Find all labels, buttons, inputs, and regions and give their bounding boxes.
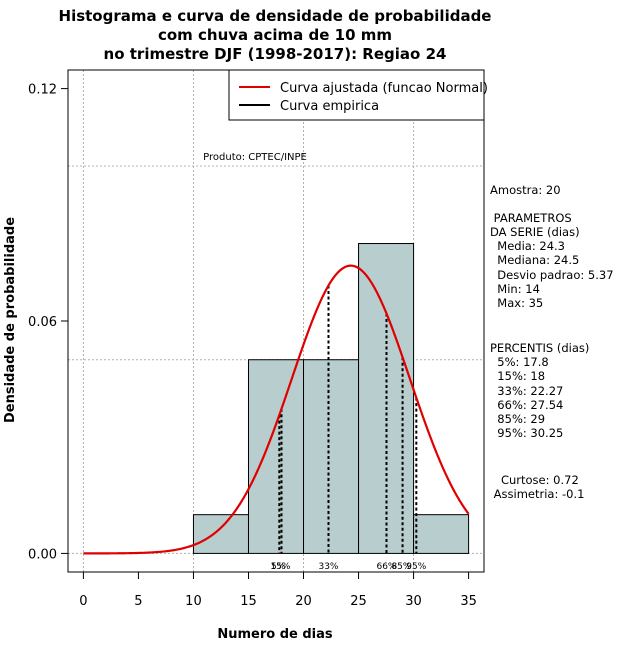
params-values: Media: 24.3 Mediana: 24.5 Desvio padrao:… <box>497 239 614 311</box>
title-line: Histograma e curva de densidade de proba… <box>59 7 492 25</box>
percentile-label: 85% <box>391 562 411 572</box>
axes: 0 5 10 15 20 25 30 35 0.00 0.06 0.12 <box>28 69 485 609</box>
x-tick-label: 20 <box>295 594 312 609</box>
percentile-label: 95% <box>406 562 426 572</box>
histogram-bars <box>192 243 470 554</box>
title-line: no trimestre DJF (1998-2017): Regiao 24 <box>104 45 447 63</box>
x-tick-label: 10 <box>185 594 202 609</box>
normal-curve <box>83 264 470 555</box>
y-axis-label: Densidade de probabilidade <box>3 217 18 423</box>
sample-size: Amostra: 20 <box>490 183 561 197</box>
x-tick-label: 30 <box>405 594 422 609</box>
product-annotation: Produto: CPTEC/INPE <box>203 152 307 163</box>
histogram-bar <box>303 359 360 554</box>
normal-curve-line <box>83 264 470 555</box>
x-tick-label: 0 <box>79 594 87 609</box>
y-tick-label: 0.06 <box>28 315 57 330</box>
legend-label: Curva empirica <box>280 99 379 114</box>
x-tick-label: 25 <box>350 594 367 609</box>
histogram-bar <box>247 359 305 554</box>
percentis-title: PERCENTIS (dias) <box>490 341 590 355</box>
legend: Curva ajustada (funcao Normal) Curva empi… <box>228 69 488 121</box>
x-tick-label: 5 <box>134 594 142 609</box>
y-tick-label: 0.12 <box>28 83 57 98</box>
x-axis-label: Numero de dias <box>217 627 333 642</box>
percentile-label: 5% <box>271 562 286 572</box>
percentile-label: 15% <box>270 562 290 572</box>
x-tick-label: 15 <box>240 594 257 609</box>
legend-label: Curva ajustada (funcao Normal) <box>280 81 488 96</box>
histogram-bar <box>192 514 249 554</box>
percentile-lines <box>278 285 418 554</box>
chart-title: Histograma e curva de densidade de proba… <box>59 7 492 63</box>
title-line: com chuva acima de 10 mm <box>158 26 392 44</box>
histogram-bar <box>413 514 470 554</box>
params-title: PARAMETROS DA SERIE (dias) <box>490 211 580 240</box>
y-tick-label: 0.00 <box>28 547 57 562</box>
shape-stats: Curtose: 0.72 Assimetria: -0.1 <box>493 473 585 502</box>
legend-box <box>228 69 485 121</box>
percentile-label: 33% <box>318 562 338 572</box>
percentile-labels: 5%15% 33% 66%85%95% <box>270 562 426 572</box>
x-tick-label: 35 <box>460 594 477 609</box>
percentile-label: 66% <box>376 562 396 572</box>
percentis-values: 5%: 17.8 15%: 18 33%: 22.27 66%: 27.54 8… <box>497 355 564 441</box>
